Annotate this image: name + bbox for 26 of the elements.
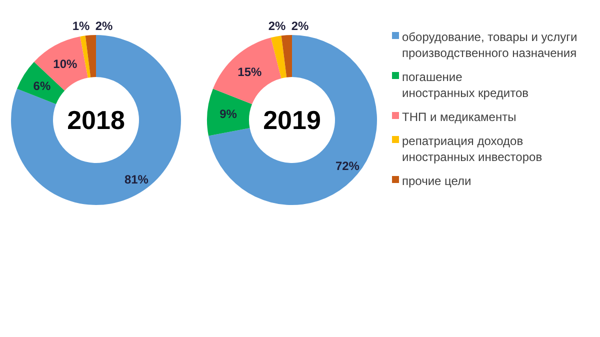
data-label: 2% bbox=[291, 19, 309, 34]
donut-slice bbox=[270, 36, 287, 78]
data-label: 15% bbox=[238, 65, 262, 80]
legend-label: оборудование, товары и услуги производственного назначения bbox=[402, 30, 578, 60]
data-label: 72% bbox=[335, 159, 360, 174]
data-label: 9% bbox=[220, 107, 238, 122]
data-label: 2% bbox=[268, 19, 286, 34]
donut-slice bbox=[34, 36, 88, 91]
text: 2018 bbox=[67, 105, 125, 136]
donut-slice bbox=[212, 38, 282, 104]
legend-label: ТНП и медикаменты bbox=[402, 110, 516, 124]
data-label: 2% bbox=[95, 19, 113, 34]
donut-slice bbox=[85, 35, 96, 78]
donut-slice bbox=[207, 88, 252, 136]
donut-slice bbox=[208, 35, 377, 205]
text: 2019 bbox=[263, 105, 321, 136]
donut-slice bbox=[11, 35, 181, 205]
data-label: 6% bbox=[33, 78, 51, 93]
data-label: 10% bbox=[53, 57, 78, 72]
data-label: 81% bbox=[124, 172, 149, 187]
donut-slice bbox=[281, 35, 292, 78]
legend-label: погашение иностранных кредитов bbox=[402, 70, 529, 100]
legend-label: прочие цели bbox=[402, 174, 472, 188]
legend-label: репатриация доходов иностранных инвесторов bbox=[402, 134, 542, 164]
data-label: 1% bbox=[72, 19, 90, 34]
donut-slice bbox=[80, 36, 91, 78]
